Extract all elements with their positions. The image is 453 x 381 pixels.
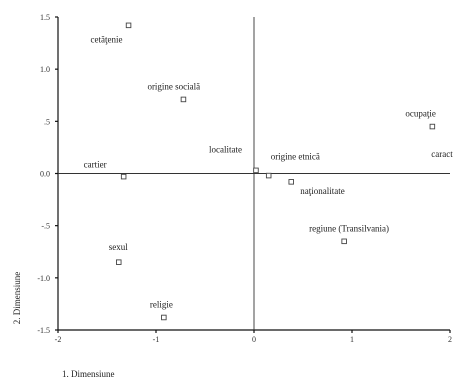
y-tick-label: -1.5 [37,326,50,335]
point-label: cetăţenie [91,34,123,44]
point-label: ocupaţie [405,109,436,119]
point-labels: cetăţenie origine socială cartier localitat… [84,34,453,309]
point-label: sexul [109,242,128,252]
data-point [429,123,436,130]
x-tick-label: -2 [55,335,62,344]
x-tick-label: -1 [153,335,160,344]
data-point [120,173,127,180]
axis-ticks: -2 -1 0 1 2 1.5 1.0 .5 0.0 -.5 -1.0 -1.5 [37,13,452,344]
point-label: regiune (Transilvania) [309,223,389,233]
y-tick-label: .5 [44,117,50,126]
data-points [116,22,436,321]
data-point [180,96,187,103]
point-label: origine etnică [271,152,320,162]
data-point [253,167,259,174]
y-axis-title: 2. Dimensiune [12,272,22,325]
data-point [288,179,294,185]
y-tick-label: 1.0 [40,65,50,74]
point-label: cartier [84,160,107,170]
point-label: naţionalitate [300,186,344,196]
point-label: caracteristici personale [431,149,453,159]
y-tick-label: -1.0 [37,274,50,283]
plot-frame [57,17,450,331]
point-label: localitate [209,144,242,154]
x-tick-label: 2 [448,335,452,344]
data-point [116,259,122,265]
point-label: origine socială [147,81,200,91]
y-tick-label: 1.5 [40,13,50,22]
data-point [265,172,272,179]
data-point [161,314,167,321]
x-tick-label: 1 [350,335,354,344]
x-tick-label: 0 [252,335,256,344]
y-tick-label: -.5 [41,222,50,231]
x-axis-title: 1. Dimensiune [62,369,115,379]
y-tick-label: 0.0 [40,170,50,179]
data-point [125,22,132,29]
point-label: religie [150,299,173,309]
data-point [341,238,347,245]
